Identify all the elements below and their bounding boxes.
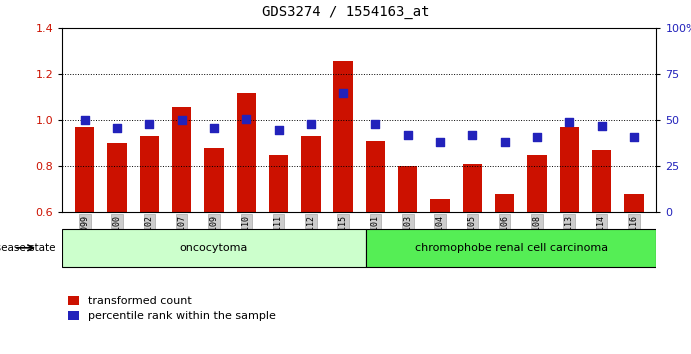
Point [531, 134, 542, 140]
Bar [334, 61, 353, 350]
Bar [398, 166, 417, 350]
Bar [205, 148, 224, 350]
Point [628, 134, 639, 140]
Bar [140, 137, 159, 350]
Bar [62, 229, 366, 267]
Bar [495, 194, 514, 350]
Point [467, 132, 478, 138]
Point [209, 125, 220, 131]
Text: disease state: disease state [0, 243, 55, 253]
Point [596, 123, 607, 129]
Bar [592, 150, 612, 350]
Bar [463, 164, 482, 350]
Point [435, 139, 446, 145]
Bar [560, 127, 579, 350]
Bar [269, 155, 288, 350]
Legend: transformed count, percentile rank within the sample: transformed count, percentile rank withi… [68, 296, 276, 321]
Point [402, 132, 413, 138]
Point [144, 121, 155, 127]
Point [499, 139, 510, 145]
Bar [366, 229, 656, 267]
Bar [366, 141, 385, 350]
Point [338, 90, 349, 96]
Point [240, 116, 252, 121]
Point [111, 125, 122, 131]
Bar [107, 143, 126, 350]
Bar [430, 199, 450, 350]
Bar [624, 194, 643, 350]
Point [564, 119, 575, 125]
Point [370, 121, 381, 127]
Bar [172, 107, 191, 350]
Text: oncocytoma: oncocytoma [180, 243, 248, 253]
Bar [301, 137, 321, 350]
Bar [236, 93, 256, 350]
Bar [75, 127, 95, 350]
Point [176, 118, 187, 123]
Text: GDS3274 / 1554163_at: GDS3274 / 1554163_at [262, 5, 429, 19]
Bar [527, 155, 547, 350]
Point [305, 121, 316, 127]
Point [273, 127, 284, 132]
Point [79, 118, 91, 123]
Text: chromophobe renal cell carcinoma: chromophobe renal cell carcinoma [415, 243, 607, 253]
